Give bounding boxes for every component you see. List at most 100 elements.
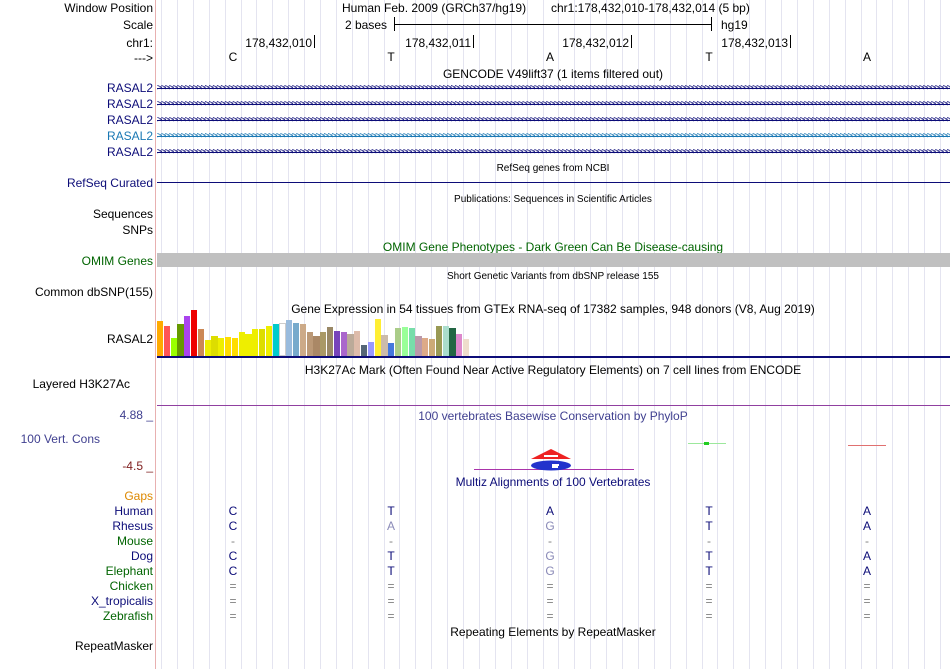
gencode-transcript-line[interactable]: [157, 120, 950, 121]
species-base: =: [387, 594, 395, 608]
species-label[interactable]: Mouse: [116, 534, 153, 548]
repeatmasker-track-label[interactable]: RepeatMasker: [74, 639, 153, 653]
species-label[interactable]: X_tropicalis: [90, 594, 153, 608]
gtex-tissue-bar[interactable]: [299, 324, 306, 356]
gridline: [225, 0, 226, 669]
species-label[interactable]: Dog: [130, 549, 153, 563]
gtex-tissue-bar[interactable]: [347, 334, 354, 356]
gtex-tissue-bar[interactable]: [401, 327, 408, 356]
gencode-transcript-line[interactable]: [157, 136, 950, 137]
gridline: [924, 0, 925, 669]
gtex-tissue-bar[interactable]: [225, 337, 232, 356]
gtex-tissue-bar[interactable]: [197, 329, 204, 356]
gaps-label[interactable]: Gaps: [124, 489, 153, 503]
gtex-tissue-bar[interactable]: [211, 336, 218, 356]
gridline: [654, 0, 655, 669]
gencode-transcript-line[interactable]: [157, 104, 950, 105]
species-base: C: [228, 519, 238, 533]
gtex-tissue-bar[interactable]: [293, 323, 300, 356]
multiz-conservation-logo[interactable]: [529, 448, 573, 472]
species-label[interactable]: Chicken: [109, 579, 153, 593]
refseq-gene-line[interactable]: [157, 182, 950, 183]
gtex-tissue-bar[interactable]: [191, 310, 198, 356]
gtex-tissue-bar[interactable]: [333, 331, 340, 356]
refseq-track-label[interactable]: RefSeq Curated: [66, 176, 153, 190]
gencode-transcript-label[interactable]: RASAL2: [106, 81, 153, 95]
gridline: [384, 0, 385, 669]
gtex-tissue-bar[interactable]: [170, 338, 177, 356]
ruler-coordinate: 178,432,010: [245, 36, 312, 50]
phylop-ymax-label: 4.88 _: [119, 408, 153, 422]
gencode-transcript-line[interactable]: [157, 88, 950, 89]
gtex-tissue-bar[interactable]: [456, 334, 463, 356]
h3k27ac-signal-line[interactable]: [157, 405, 950, 406]
phylop-signal-2[interactable]: [848, 445, 886, 446]
gridline: [797, 0, 798, 669]
gtex-tissue-bar[interactable]: [286, 320, 293, 356]
gtex-tissue-bar[interactable]: [381, 335, 388, 356]
h3k27ac-track-label[interactable]: Layered H3K27Ac: [32, 377, 130, 391]
gtex-tissue-bar[interactable]: [361, 345, 368, 356]
gtex-tissue-bar[interactable]: [374, 319, 381, 356]
omim-track-label[interactable]: OMIM Genes: [81, 254, 153, 268]
gtex-tissue-bar[interactable]: [218, 338, 225, 356]
species-label[interactable]: Elephant: [105, 564, 153, 578]
gencode-transcript-label[interactable]: RASAL2: [106, 129, 153, 143]
phylop-track-label[interactable]: 100 Vert. Cons: [20, 432, 100, 446]
gtex-tissue-bar[interactable]: [272, 324, 279, 356]
gtex-tissue-bar[interactable]: [327, 327, 334, 356]
omim-gene-bar[interactable]: [157, 253, 950, 267]
gtex-tissue-bar[interactable]: [415, 336, 422, 356]
gtex-tissue-bar[interactable]: [388, 343, 395, 356]
gridline: [813, 0, 814, 669]
phylop-signal-peak[interactable]: [704, 442, 709, 445]
gencode-strand-chevrons: >>>>>>>>>>>>>>>>>>>>>>>>>>>>>>>>>>>>>>>>…: [157, 131, 950, 141]
gencode-strand-chevrons: >>>>>>>>>>>>>>>>>>>>>>>>>>>>>>>>>>>>>>>>…: [157, 83, 950, 93]
gtex-tissue-bar[interactable]: [259, 329, 266, 356]
gtex-track-label[interactable]: RASAL2: [106, 332, 153, 346]
gtex-tissue-bar[interactable]: [157, 321, 164, 356]
gtex-tissue-bar[interactable]: [449, 328, 456, 356]
sequences-label[interactable]: Sequences: [92, 207, 153, 221]
gtex-tissue-bar[interactable]: [442, 326, 449, 356]
species-label[interactable]: Human: [114, 504, 153, 518]
gencode-transcript-label[interactable]: RASAL2: [106, 97, 153, 111]
gtex-tissue-bar[interactable]: [320, 332, 327, 356]
gencode-transcript-label[interactable]: RASAL2: [106, 145, 153, 159]
gtex-tissue-bar[interactable]: [340, 332, 347, 356]
gtex-tissue-bar[interactable]: [279, 323, 286, 356]
dbsnp-track-label[interactable]: Common dbSNP(155): [34, 285, 153, 299]
gtex-tissue-bar[interactable]: [367, 342, 374, 356]
gtex-expression-bars[interactable]: [157, 310, 537, 356]
gtex-tissue-bar[interactable]: [231, 338, 238, 356]
species-base: -: [865, 534, 869, 548]
gridline: [733, 0, 734, 669]
gtex-tissue-bar[interactable]: [238, 332, 245, 356]
gtex-tissue-bar[interactable]: [422, 338, 429, 356]
species-label[interactable]: Zebrafish: [102, 609, 153, 623]
gencode-transcript-label[interactable]: RASAL2: [106, 113, 153, 127]
gtex-tissue-bar[interactable]: [429, 339, 436, 356]
gtex-tissue-bar[interactable]: [204, 340, 211, 356]
gencode-transcript-line[interactable]: [157, 152, 950, 153]
gtex-tissue-bar[interactable]: [463, 339, 470, 356]
gtex-tissue-bar[interactable]: [163, 326, 170, 356]
gtex-tissue-bar[interactable]: [306, 332, 313, 356]
gridline: [479, 0, 480, 669]
gtex-tissue-bar[interactable]: [408, 328, 415, 356]
gtex-tissue-bar[interactable]: [354, 331, 361, 356]
gtex-tissue-bar[interactable]: [184, 316, 191, 356]
snps-label[interactable]: SNPs: [122, 223, 153, 237]
gtex-tissue-bar[interactable]: [265, 326, 272, 356]
gtex-tissue-bar[interactable]: [395, 328, 402, 356]
gtex-tissue-bar[interactable]: [245, 334, 252, 356]
gtex-tissue-bar[interactable]: [435, 326, 442, 356]
species-base: A: [862, 519, 871, 533]
species-label[interactable]: Rhesus: [112, 519, 153, 533]
scale-bar-text: 2 bases: [345, 18, 388, 32]
gtex-tissue-bar[interactable]: [252, 329, 259, 356]
gtex-tissue-bar[interactable]: [177, 324, 184, 356]
gtex-tissue-bar[interactable]: [313, 336, 320, 356]
species-base: C: [228, 549, 238, 563]
